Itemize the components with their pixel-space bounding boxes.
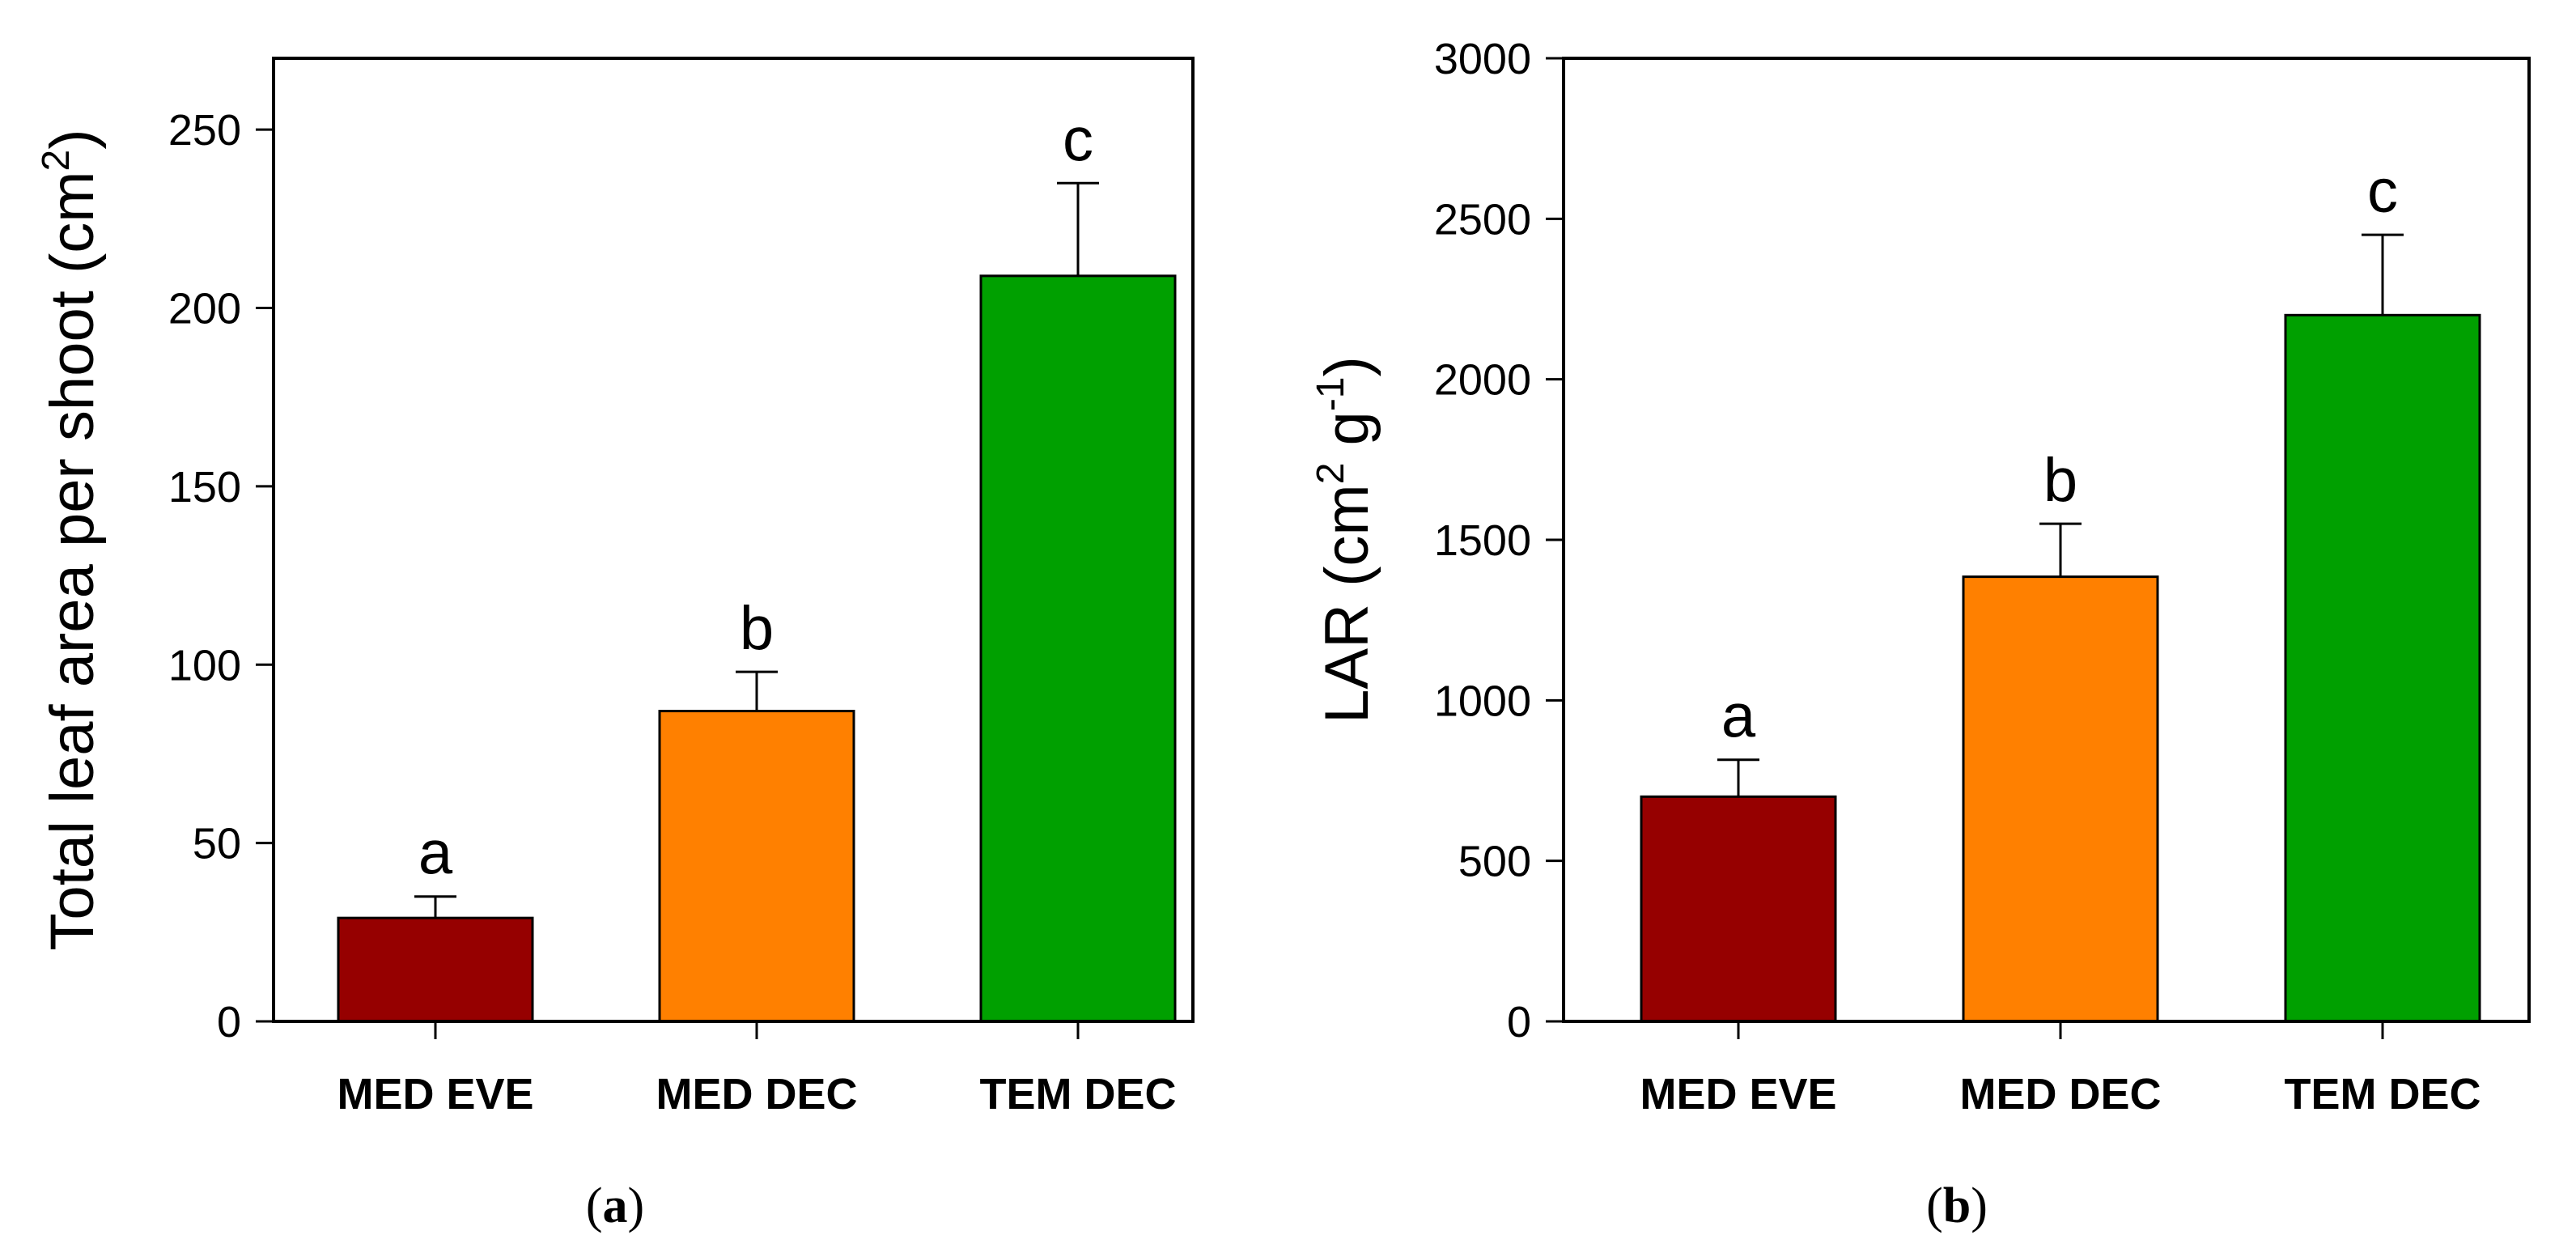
panel-caption-open: ( — [586, 1178, 603, 1233]
y-tick-label: 3000 — [1434, 35, 1531, 83]
x-tick-label-med-dec: MED DEC — [656, 1070, 857, 1119]
y-tick-label: 150 — [168, 463, 241, 512]
bar-med-eve — [337, 916, 534, 1023]
y-axis-title-superscript: 2 — [1309, 463, 1352, 485]
y-axis-title-close: ) — [38, 129, 107, 149]
y-tick-label: 1500 — [1434, 516, 1531, 565]
y-tick-label: 1000 — [1434, 677, 1531, 725]
panel-caption-letter: b — [1943, 1178, 1971, 1233]
y-tick-label: 2500 — [1434, 195, 1531, 244]
x-tick-label-med-eve: MED EVE — [1640, 1070, 1836, 1119]
significance-letter-tem-dec: c — [2367, 157, 2398, 226]
y-axis-title: Total leaf area per shoot (cm2) — [35, 129, 107, 950]
x-tick-label-tem-dec: TEM DEC — [980, 1070, 1177, 1119]
y-axis-title-main: Total leaf area per shoot (cm — [38, 171, 107, 950]
bar-tem-dec — [979, 274, 1177, 1023]
y-axis-title-superscript: 2 — [35, 150, 78, 172]
bar-med-eve — [1640, 795, 1837, 1023]
significance-letter-med-dec: b — [740, 594, 774, 663]
y-axis-title-unit: g — [1313, 411, 1381, 462]
panel-b-lar-chart: a MED EVE b MED DEC c TEM DEC 0 500 1000 1500 2000… — [1309, 35, 2531, 1233]
panel-caption-letter: a — [603, 1178, 628, 1233]
bar-med-dec — [658, 710, 855, 1023]
y-axis-title-main: LAR (cm — [1313, 484, 1381, 724]
y-tick-label: 500 — [1458, 838, 1531, 886]
significance-letter-med-eve: a — [418, 819, 453, 888]
y-tick-label: 50 — [193, 820, 241, 868]
panel-caption-b: (b) — [1926, 1178, 1988, 1233]
y-tick-label: 2000 — [1434, 356, 1531, 405]
y-tick-label: 250 — [168, 106, 241, 155]
y-tick-label: 0 — [1507, 998, 1531, 1046]
y-tick-label: 200 — [168, 285, 241, 333]
bar-med-dec — [1962, 575, 2159, 1023]
panel-a-total-leaf-area-chart: a MED EVE b MED DEC c TEM DEC 0 50 100 150 200 250 T… — [35, 57, 1195, 1233]
x-tick-label-med-dec: MED DEC — [1959, 1070, 2161, 1119]
panel-caption-close: ) — [1971, 1178, 1988, 1233]
y-tick-label: 0 — [217, 998, 241, 1046]
significance-letter-med-eve: a — [1721, 682, 1756, 751]
y-axis-title-superscript-2: -1 — [1309, 376, 1352, 411]
y-axis-title: LAR (cm2 g-1) — [1309, 356, 1381, 724]
bar-tem-dec — [2284, 313, 2481, 1023]
significance-letter-tem-dec: c — [1063, 105, 1093, 174]
panel-caption-open: ( — [1926, 1178, 1943, 1233]
x-tick-label-med-eve: MED EVE — [337, 1070, 533, 1119]
plot-frame — [272, 57, 1195, 1023]
panel-caption-close: ) — [628, 1178, 645, 1233]
y-axis-title-close: ) — [1313, 356, 1381, 376]
y-tick-label: 100 — [168, 641, 241, 690]
significance-letter-med-dec: b — [2043, 446, 2077, 515]
x-tick-label-tem-dec: TEM DEC — [2285, 1070, 2481, 1119]
panel-caption-a: (a) — [586, 1178, 644, 1233]
